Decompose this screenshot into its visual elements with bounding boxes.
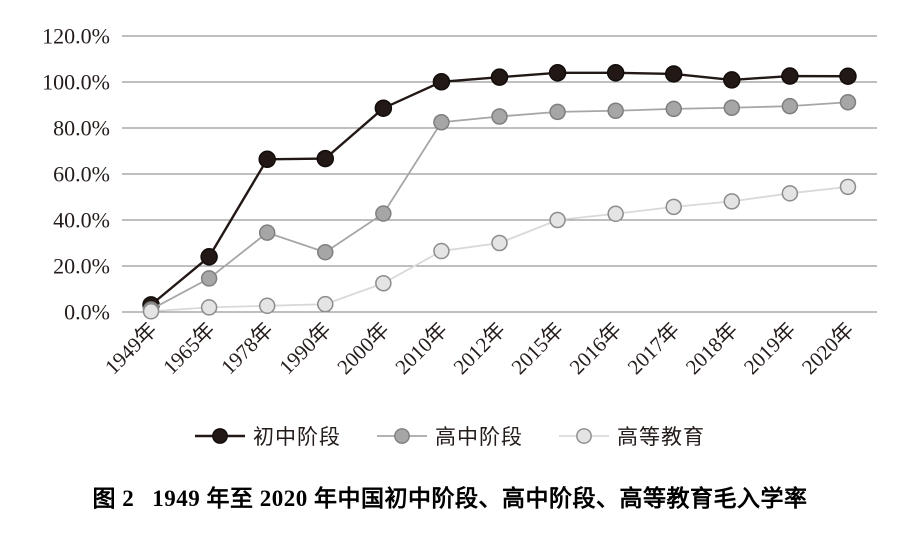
data-point-s2-0 xyxy=(142,303,160,320)
line-chart-canvas: 0.0% 20.0% 40.0% 60.0% 80.0% 100.0% 120.0% 1949… xyxy=(42,23,877,380)
y-tick-label: 40.0% xyxy=(53,207,110,232)
chart-legend: 初中阶段 高中阶段 高等教育 xyxy=(0,423,900,449)
y-tick-label: 100.0% xyxy=(42,69,110,94)
y-tick-label: 80.0% xyxy=(53,115,110,140)
data-point-s2-4 xyxy=(375,275,392,292)
legend-swatch-line-dot-icon xyxy=(377,428,427,444)
legend-label: 高中阶段 xyxy=(435,425,523,449)
x-tick-label: 2018年 xyxy=(681,318,743,380)
legend-item-junior-middle: 初中阶段 xyxy=(195,421,341,451)
data-point-s2-5 xyxy=(433,242,450,260)
figure-caption-number: 图 2 xyxy=(92,486,135,511)
y-tick-label: 60.0% xyxy=(53,161,110,186)
x-tick-label: 1949年 xyxy=(100,318,162,380)
x-tick-label: 1978年 xyxy=(216,318,278,380)
data-point-s2-10 xyxy=(723,193,741,210)
data-point-s2-3 xyxy=(317,295,334,313)
x-tick-label: 2000年 xyxy=(332,318,394,380)
figure-caption-text: 1949 年至 2020 年中国初中阶段、高中阶段、高等教育毛入学率 xyxy=(152,486,808,511)
x-tick-label: 2020年 xyxy=(797,318,859,380)
data-point-s2-2 xyxy=(258,297,276,315)
y-tick-label: 20.0% xyxy=(53,253,110,278)
enrollment-rate-chart: 0.0% 20.0% 40.0% 60.0% 80.0% 100.0% 120.0% 1949… xyxy=(0,23,900,513)
x-tick-label: 2019年 xyxy=(739,318,801,380)
data-point-s2-11 xyxy=(781,185,799,202)
x-tick-label: 2012年 xyxy=(449,318,511,380)
data-point-s1-12 xyxy=(839,93,857,111)
data-point-s1-11 xyxy=(781,97,799,115)
data-point-s0-7 xyxy=(548,64,567,82)
data-point-s0-1 xyxy=(200,248,218,266)
data-point-s2-7 xyxy=(549,211,566,229)
data-point-s0-8 xyxy=(606,64,625,82)
data-point-s0-12 xyxy=(839,67,857,85)
data-point-s2-6 xyxy=(491,234,508,252)
legend-label: 初中阶段 xyxy=(253,425,341,449)
x-tick-label: 1990年 xyxy=(274,318,336,380)
data-point-s1-7 xyxy=(549,103,566,121)
data-point-s0-9 xyxy=(664,65,683,83)
data-point-s1-6 xyxy=(491,108,508,125)
data-point-s1-4 xyxy=(375,205,392,222)
data-point-s2-12 xyxy=(839,178,857,196)
legend-item-senior-high: 高中阶段 xyxy=(377,421,523,451)
data-point-s2-9 xyxy=(665,198,682,216)
data-point-s0-4 xyxy=(374,99,393,117)
figure-caption: 图 2 1949 年至 2020 年中国初中阶段、高中阶段、高等教育毛入学率 xyxy=(0,479,900,513)
data-point-s1-10 xyxy=(723,99,741,117)
data-point-s0-2 xyxy=(258,150,276,169)
y-tick-label: 120.0% xyxy=(42,23,110,48)
data-point-s1-1 xyxy=(200,270,218,287)
data-point-s0-6 xyxy=(490,68,509,86)
legend-swatch-line-dot-icon xyxy=(559,428,609,444)
legend-swatch-line-dot-icon xyxy=(195,428,245,444)
x-tick-label: 2016年 xyxy=(565,318,627,380)
series-line-1 xyxy=(150,101,849,311)
x-tick-label: 1965年 xyxy=(158,318,220,380)
data-point-s1-9 xyxy=(665,100,682,118)
y-tick-label: 0.0% xyxy=(64,299,110,324)
data-point-s1-2 xyxy=(258,224,276,241)
data-point-s2-8 xyxy=(607,205,624,223)
x-tick-label: 2017年 xyxy=(623,318,685,380)
legend-item-higher-education: 高等教育 xyxy=(559,421,705,451)
data-point-s0-10 xyxy=(723,71,741,89)
legend-label: 高等教育 xyxy=(617,425,705,449)
data-point-s1-8 xyxy=(607,102,624,119)
data-point-s1-5 xyxy=(433,114,450,131)
data-point-s1-3 xyxy=(317,243,334,261)
data-point-s0-3 xyxy=(316,149,335,168)
x-tick-label: 2010年 xyxy=(390,318,452,380)
data-point-s0-11 xyxy=(781,67,799,85)
data-point-s0-5 xyxy=(432,73,451,91)
x-tick-label: 2015年 xyxy=(507,318,569,380)
data-point-s2-1 xyxy=(200,299,218,316)
